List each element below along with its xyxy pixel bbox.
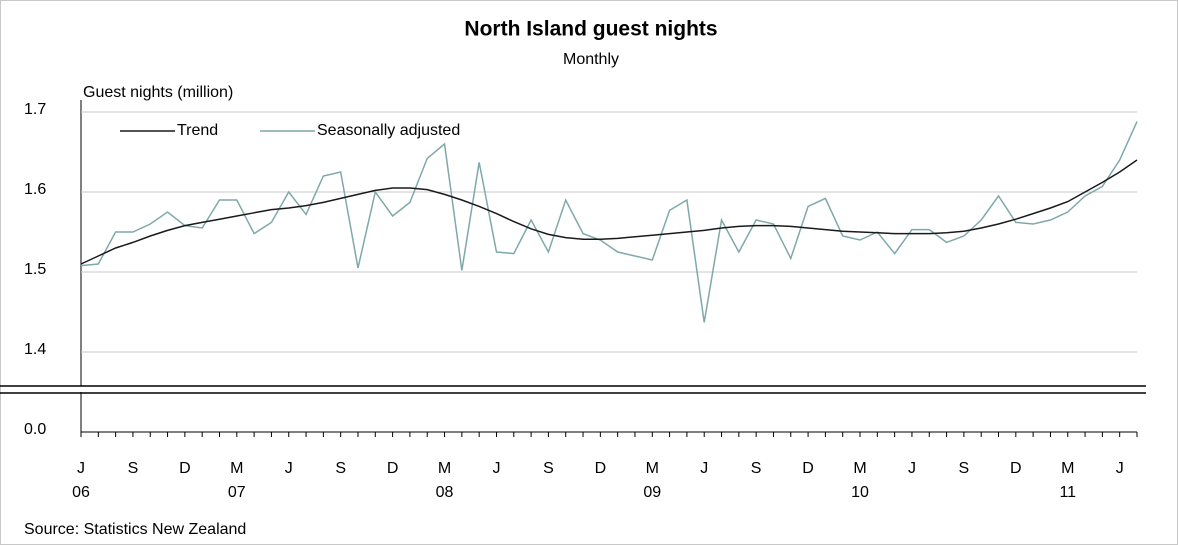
x-tick-label: D	[387, 460, 399, 477]
x-tick-label: J	[492, 460, 500, 477]
x-tick-label: J	[700, 460, 708, 477]
x-tick-label: M	[438, 460, 451, 477]
y-tick-label: 1.5	[24, 261, 46, 278]
x-year-label: 08	[436, 484, 454, 501]
x-tick-label: S	[128, 460, 139, 477]
y-tick-label: 1.6	[24, 181, 46, 198]
chart-subtitle: Monthly	[563, 51, 619, 68]
y-tick-label: 0.0	[24, 421, 46, 438]
legend-label: Seasonally adjusted	[317, 122, 460, 139]
x-tick-label: J	[285, 460, 293, 477]
x-tick-label: M	[646, 460, 659, 477]
x-tick-label: S	[335, 460, 346, 477]
x-tick-label: S	[751, 460, 762, 477]
x-tick-label: J	[77, 460, 85, 477]
y-tick-label: 1.7	[24, 101, 46, 118]
y-axis-label: Guest nights (million)	[83, 84, 233, 101]
series-line	[80, 121, 1138, 323]
x-year-label: 06	[72, 484, 90, 501]
x-tick-label: M	[230, 460, 243, 477]
source: Source: Statistics New Zealand	[24, 521, 246, 538]
x-tick-label: S	[543, 460, 554, 477]
x-tick-label: D	[179, 460, 191, 477]
legend-label: Trend	[177, 122, 218, 139]
x-tick-label: M	[1061, 460, 1074, 477]
x-year-label: 07	[228, 484, 246, 501]
x-year-label: 11	[1059, 484, 1076, 501]
x-tick-label: D	[1010, 460, 1022, 477]
x-tick-label: D	[595, 460, 607, 477]
x-tick-label: M	[853, 460, 866, 477]
x-tick-label: J	[908, 460, 916, 477]
x-tick-label: J	[1116, 460, 1124, 477]
x-year-label: 10	[851, 484, 869, 501]
x-tick-label: S	[959, 460, 970, 477]
x-tick-label: D	[802, 460, 814, 477]
x-year-label: 09	[643, 484, 661, 501]
y-tick-label: 1.4	[24, 341, 46, 358]
chart-title: North Island guest nights	[464, 18, 717, 41]
series-line	[80, 159, 1138, 265]
